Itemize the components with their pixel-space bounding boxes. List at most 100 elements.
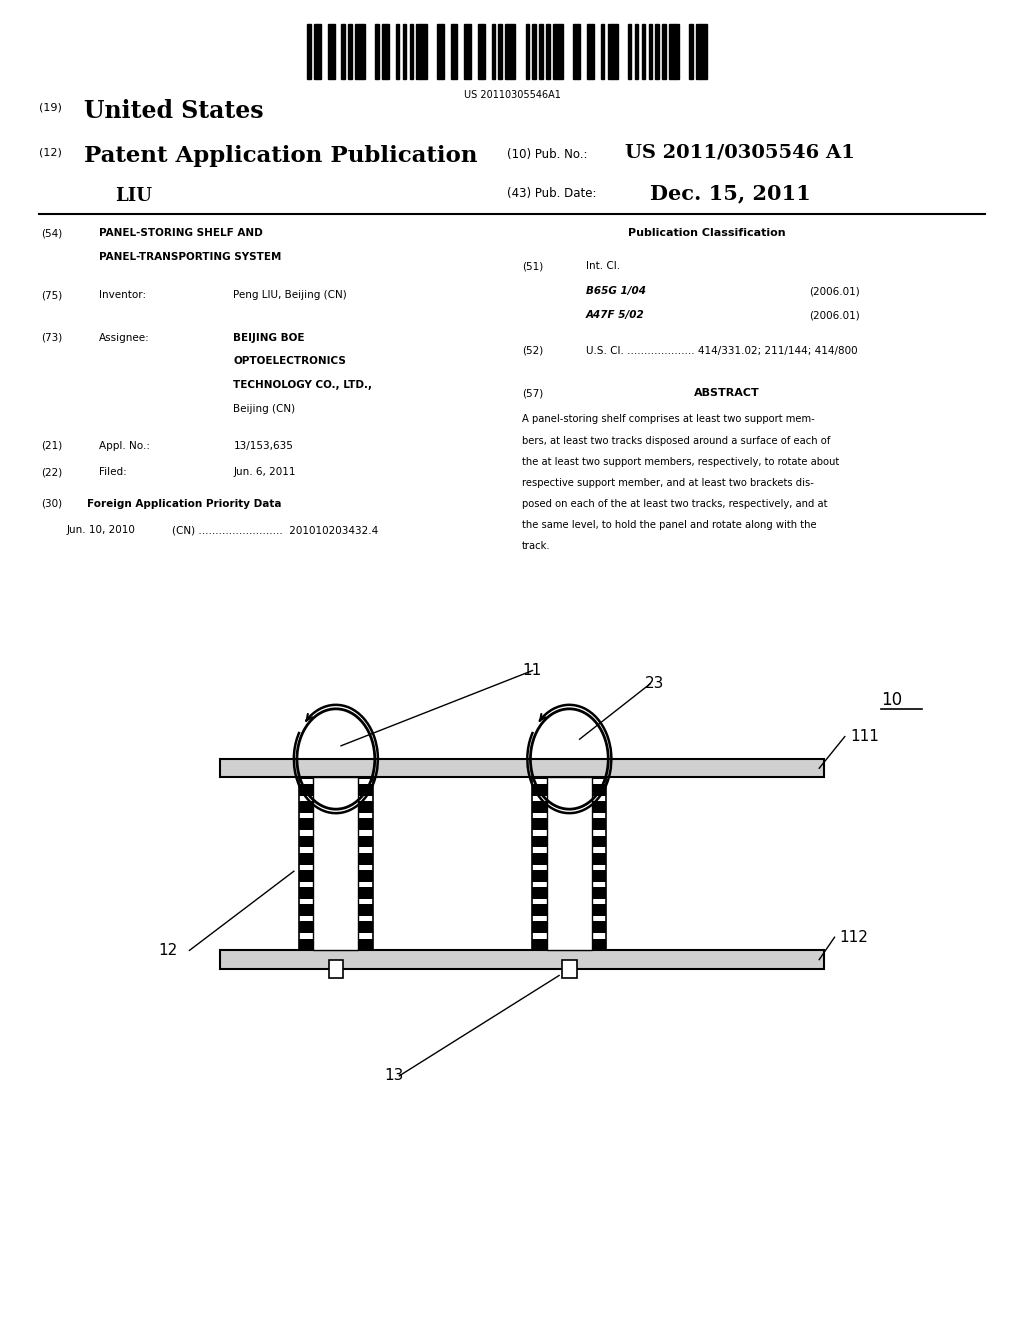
Text: A panel-storing shelf comprises at least two support mem-: A panel-storing shelf comprises at least…: [522, 414, 815, 425]
Text: Foreign Application Priority Data: Foreign Application Priority Data: [87, 499, 282, 510]
Text: (10) Pub. No.:: (10) Pub. No.:: [507, 148, 588, 161]
Text: Peng LIU, Beijing (CN): Peng LIU, Beijing (CN): [233, 290, 347, 301]
Text: Inventor:: Inventor:: [99, 290, 146, 301]
Bar: [358, 887, 373, 899]
Text: (73): (73): [41, 333, 62, 343]
Bar: [592, 904, 606, 916]
Text: (75): (75): [41, 290, 62, 301]
Text: LIU: LIU: [115, 187, 152, 206]
Bar: [628, 24, 632, 79]
Text: Jun. 10, 2010: Jun. 10, 2010: [67, 525, 135, 536]
Text: 13: 13: [384, 1068, 403, 1084]
Text: (22): (22): [41, 467, 62, 478]
Bar: [355, 24, 366, 79]
Bar: [532, 870, 547, 882]
Bar: [396, 24, 399, 79]
Text: Patent Application Publication: Patent Application Publication: [84, 145, 477, 168]
Text: Beijing (CN): Beijing (CN): [233, 404, 296, 414]
Text: Appl. No.:: Appl. No.:: [99, 441, 151, 451]
Bar: [299, 939, 313, 950]
Bar: [299, 887, 313, 899]
Text: 10: 10: [881, 690, 902, 709]
Bar: [532, 777, 547, 779]
Bar: [299, 904, 313, 916]
Bar: [358, 818, 373, 830]
Bar: [451, 24, 458, 79]
Text: Jun. 6, 2011: Jun. 6, 2011: [233, 467, 296, 478]
Bar: [220, 759, 824, 777]
Text: 13/153,635: 13/153,635: [233, 441, 293, 451]
Bar: [547, 777, 592, 950]
Bar: [592, 836, 606, 847]
Bar: [592, 921, 606, 933]
Bar: [358, 870, 373, 882]
Text: United States: United States: [84, 99, 263, 123]
Text: (54): (54): [41, 228, 62, 239]
Text: the same level, to hold the panel and rotate along with the: the same level, to hold the panel and ro…: [522, 520, 817, 531]
Text: bers, at least two tracks disposed around a surface of each of: bers, at least two tracks disposed aroun…: [522, 436, 830, 446]
Text: 11: 11: [522, 663, 542, 678]
Bar: [532, 853, 547, 865]
Bar: [532, 836, 547, 847]
Bar: [592, 853, 606, 865]
Text: (CN) .........................  201010203432.4: (CN) ......................... 201010203…: [172, 525, 378, 536]
Text: (57): (57): [522, 388, 544, 399]
Bar: [402, 24, 407, 79]
Text: (51): (51): [522, 261, 544, 272]
Text: US 2011/0305546 A1: US 2011/0305546 A1: [625, 144, 854, 162]
Bar: [358, 801, 373, 813]
Text: PANEL-STORING SHELF AND: PANEL-STORING SHELF AND: [99, 228, 263, 239]
Bar: [299, 921, 313, 933]
Text: BEIJING BOE: BEIJING BOE: [233, 333, 305, 343]
Bar: [410, 24, 413, 79]
Bar: [553, 24, 563, 79]
Bar: [689, 24, 693, 79]
Bar: [299, 784, 313, 796]
Bar: [299, 853, 313, 865]
Text: Assignee:: Assignee:: [99, 333, 151, 343]
Text: Publication Classification: Publication Classification: [628, 228, 785, 239]
Bar: [358, 904, 373, 916]
Bar: [592, 784, 606, 796]
Bar: [505, 24, 515, 79]
Bar: [642, 24, 645, 79]
Text: (2006.01): (2006.01): [809, 310, 860, 321]
Bar: [341, 24, 345, 79]
Bar: [299, 836, 313, 847]
Text: OPTOELECTRONICS: OPTOELECTRONICS: [233, 356, 346, 367]
Bar: [669, 24, 679, 79]
Bar: [532, 887, 547, 899]
Text: U.S. Cl. .................... 414/331.02; 211/144; 414/800: U.S. Cl. .................... 414/331.02…: [586, 346, 857, 356]
Text: Int. Cl.: Int. Cl.: [586, 261, 620, 272]
Text: (52): (52): [522, 346, 544, 356]
Text: Filed:: Filed:: [99, 467, 127, 478]
Bar: [417, 24, 427, 79]
Bar: [464, 24, 471, 79]
Text: (30): (30): [41, 499, 62, 510]
Text: (43) Pub. Date:: (43) Pub. Date:: [507, 187, 596, 201]
Text: Dec. 15, 2011: Dec. 15, 2011: [650, 183, 811, 203]
Bar: [592, 887, 606, 899]
Bar: [663, 24, 666, 79]
Text: 111: 111: [850, 729, 879, 744]
Bar: [328, 24, 335, 79]
Bar: [307, 24, 310, 79]
Text: respective support member, and at least two brackets dis-: respective support member, and at least …: [522, 478, 814, 488]
Text: the at least two support members, respectively, to rotate about: the at least two support members, respec…: [522, 457, 840, 467]
Bar: [358, 777, 373, 779]
Bar: [532, 921, 547, 933]
Text: ABSTRACT: ABSTRACT: [694, 388, 760, 399]
Bar: [525, 24, 529, 79]
Text: B65G 1/04: B65G 1/04: [586, 286, 646, 297]
Bar: [532, 801, 547, 813]
Text: (19): (19): [39, 103, 61, 114]
Bar: [499, 24, 502, 79]
Bar: [220, 950, 824, 969]
Bar: [299, 870, 313, 882]
Bar: [358, 836, 373, 847]
Bar: [592, 818, 606, 830]
Text: (12): (12): [39, 148, 61, 158]
Bar: [358, 853, 373, 865]
Bar: [648, 24, 652, 79]
Bar: [532, 24, 536, 79]
